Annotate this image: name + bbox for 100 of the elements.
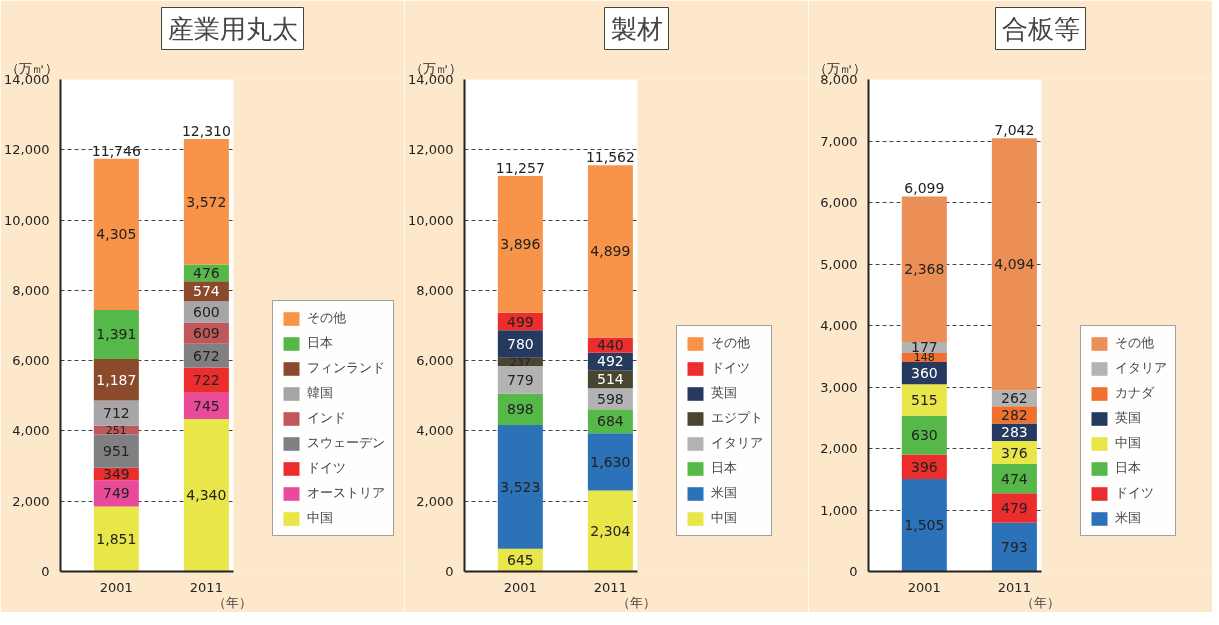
data-label: 600 [193, 303, 220, 320]
x-tick-label: 2001 [907, 579, 941, 595]
total-label: 7,042 [994, 122, 1035, 139]
y-tick-label: 0 [41, 564, 50, 579]
data-label: 499 [506, 313, 534, 330]
data-label: 4,899 [590, 243, 631, 260]
legend-label: 中国 [711, 509, 737, 527]
total-label: 12,310 [181, 122, 231, 139]
x-axis-title: （年） [617, 594, 656, 610]
legend-label: フィンランド [307, 359, 385, 377]
chart-title: 合板等 [1001, 13, 1080, 44]
data-label: 396 [910, 458, 938, 475]
legend-label: 日本 [711, 459, 737, 477]
y-tick-label: 4,000 [820, 318, 858, 333]
data-label: 684 [597, 413, 624, 430]
y-tick-label: 10,000 [408, 212, 454, 228]
legend-label: ドイツ [711, 359, 750, 377]
data-label: 672 [193, 347, 220, 364]
y-tick-label: 4,000 [416, 423, 454, 439]
legend-label: 米国 [1115, 509, 1141, 527]
data-label: 515 [910, 392, 938, 409]
data-label: 745 [193, 397, 220, 414]
y-tick-label: 2,000 [12, 493, 50, 509]
data-label: 262 [1001, 390, 1028, 407]
data-label: 479 [1001, 500, 1028, 516]
legend-label: イタリア [1115, 359, 1167, 377]
chart-title: 産業用丸太 [167, 13, 298, 44]
y-tick-label: 0 [849, 564, 858, 579]
x-tick-label: 2011 [997, 579, 1031, 595]
legend-label: 日本 [307, 334, 333, 352]
data-label: 474 [1001, 470, 1028, 487]
chart-title: 製材 [610, 13, 663, 44]
y-tick-label: 3,000 [820, 379, 858, 395]
legend-label: 英国 [711, 384, 737, 402]
legend-label: 韓国 [307, 384, 333, 402]
legend-label: 米国 [711, 484, 737, 502]
x-tick-label: 2001 [99, 579, 133, 595]
data-label: 282 [1001, 406, 1028, 423]
legend-label: その他 [1115, 334, 1154, 352]
legend-label: 英国 [1115, 409, 1141, 427]
data-label: 1,851 [96, 530, 137, 547]
legend-label: ドイツ [1115, 484, 1154, 502]
y-tick-label: 8,000 [416, 282, 454, 298]
legend-label: オーストリア [307, 484, 385, 502]
data-label: 712 [102, 405, 130, 422]
legend-label: 中国 [1115, 434, 1141, 452]
legend-label: イタリア [711, 434, 763, 452]
total-label: 11,746 [91, 142, 141, 159]
y-tick-label: 7,000 [820, 133, 858, 149]
y-tick-label: 12,000 [4, 142, 50, 158]
data-label: 749 [102, 485, 130, 502]
x-axis-title: （年） [1021, 594, 1060, 610]
x-axis-title: （年） [213, 594, 252, 610]
y-tick-label: 4,000 [12, 423, 50, 439]
legend-label: その他 [711, 334, 750, 352]
y-tick-label: 6,000 [820, 195, 858, 210]
data-label: 3,523 [500, 478, 541, 495]
data-label: 722 [193, 372, 220, 389]
y-tick-label: 6,000 [12, 353, 50, 369]
data-label: 440 [597, 337, 624, 354]
legend-label: ドイツ [307, 459, 346, 477]
total-label: 11,562 [585, 149, 635, 166]
data-label: 148 [913, 351, 935, 365]
y-tick-label: 6,000 [416, 353, 454, 369]
legend-label: インド [307, 409, 346, 427]
y-tick-label: 2,000 [820, 441, 858, 456]
data-label: 3,896 [500, 236, 541, 253]
data-label: 4,094 [994, 256, 1035, 273]
x-tick-label: 2011 [593, 579, 627, 595]
data-label: 3,572 [186, 193, 227, 210]
data-label: 4,305 [96, 226, 137, 243]
data-label: 1,505 [904, 517, 945, 534]
data-label: 514 [597, 371, 624, 388]
y-tick-label: 0 [445, 564, 454, 579]
y-tick-label: 1,000 [820, 502, 858, 518]
data-label: 1,187 [96, 371, 137, 388]
data-label: 793 [1001, 539, 1028, 556]
data-label: 283 [1001, 424, 1028, 441]
data-label: 574 [193, 283, 220, 300]
y-tick-label: 2,000 [416, 493, 454, 509]
data-label: 609 [193, 325, 220, 342]
data-label: 476 [193, 264, 220, 281]
data-label: 2,368 [904, 261, 945, 278]
y-tick-label: 12,000 [408, 142, 454, 158]
data-label: 360 [910, 365, 938, 382]
data-label: 376 [1001, 444, 1028, 461]
total-label: 11,257 [495, 159, 545, 176]
x-tick-label: 2001 [503, 579, 537, 595]
data-label: 1,391 [96, 326, 137, 343]
data-label: 780 [506, 336, 534, 353]
data-label: 630 [910, 427, 938, 444]
data-label: 349 [102, 466, 130, 482]
data-label: 645 [506, 552, 534, 569]
data-label: 4,340 [186, 487, 227, 504]
data-label: 898 [506, 401, 534, 418]
data-label: 598 [597, 390, 624, 407]
legend-label: 中国 [307, 509, 333, 527]
legend-label: 日本 [1115, 459, 1141, 477]
legend-label: その他 [307, 309, 346, 327]
legend-label: カナダ [1115, 384, 1154, 402]
